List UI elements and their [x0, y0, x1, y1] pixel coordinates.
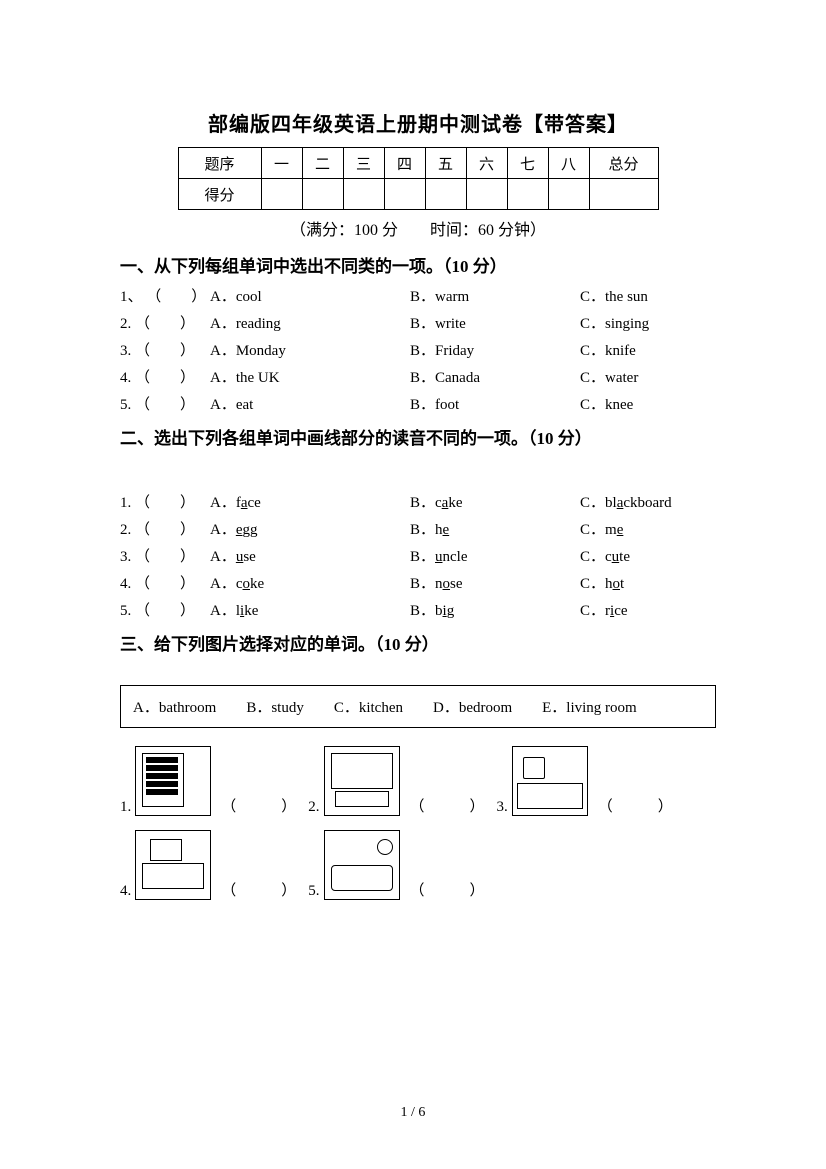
- room-thumb: [135, 746, 211, 816]
- page-footer: 1 / 6: [0, 1105, 826, 1121]
- question-row: 4. （ ）A．cokeB．noseC．hot: [120, 572, 716, 593]
- pic-item: 5.（ ）: [308, 830, 490, 900]
- answer-blank[interactable]: （ ）: [404, 879, 491, 900]
- pic-item: 4.（ ）: [120, 830, 302, 900]
- picture-questions: 1.（ ）2.（ ）3.（ ） 4.（ ）5.（ ）: [120, 746, 716, 900]
- question-row: 3. （ ）A．MondayB．FridayC．knife: [120, 339, 716, 360]
- score-cell[interactable]: [466, 179, 507, 210]
- score-h-5: 五: [425, 148, 466, 179]
- score-value-row: 得分: [178, 179, 658, 210]
- section-3-heading: 三、给下列图片选择对应的单词。（10 分）: [120, 630, 716, 655]
- exam-page: 部编版四年级英语上册期中测试卷【带答案】 题序 一 二 三 四 五 六 七 八 …: [0, 0, 826, 1169]
- answer-blank[interactable]: （ ）: [215, 795, 302, 816]
- answer-blank[interactable]: （ ）: [592, 795, 679, 816]
- question-row: 2. （ ）A．readingB．writeC．singing: [120, 312, 716, 333]
- word-bank: A．bathroom B．study C．kitchen D．bedroom E…: [120, 685, 716, 728]
- section-1-heading: 一、从下列每组单词中选出不同类的一项。（10 分）: [120, 252, 716, 277]
- pic-row-2: 4.（ ）5.（ ）: [120, 830, 716, 900]
- question-row: 3. （ ）A．useB．uncleC．cute: [120, 545, 716, 566]
- question-row: 4. （ ）A．the UKB．CanadaC．water: [120, 366, 716, 387]
- score-table: 题序 一 二 三 四 五 六 七 八 总分 得分: [178, 147, 659, 210]
- score-h-7: 七: [507, 148, 548, 179]
- room-thumb: [135, 830, 211, 900]
- score-cell[interactable]: [507, 179, 548, 210]
- section-2: 1. （ ）A．faceB．cakeC．blackboard 2. （ ）A．eg…: [120, 491, 716, 620]
- room-thumb: [324, 830, 400, 900]
- score-cell[interactable]: [343, 179, 384, 210]
- score-h-6: 六: [466, 148, 507, 179]
- score-v-label: 得分: [178, 179, 261, 210]
- page-title: 部编版四年级英语上册期中测试卷【带答案】: [120, 108, 716, 137]
- score-h-3: 三: [343, 148, 384, 179]
- exam-meta: （满分：100 分 时间：60 分钟）: [120, 216, 716, 240]
- question-row: 5. （ ）A．likeB．bigC．rice: [120, 599, 716, 620]
- score-cell[interactable]: [425, 179, 466, 210]
- score-cell[interactable]: [384, 179, 425, 210]
- pic-row-1: 1.（ ）2.（ ）3.（ ）: [120, 746, 716, 816]
- score-h-1: 一: [261, 148, 302, 179]
- score-h-total: 总分: [589, 148, 658, 179]
- score-cell[interactable]: [302, 179, 343, 210]
- score-header-row: 题序 一 二 三 四 五 六 七 八 总分: [178, 148, 658, 179]
- question-row: 2. （ ）A．eggB．heC．me: [120, 518, 716, 539]
- score-cell-total[interactable]: [589, 179, 658, 210]
- score-h-2: 二: [302, 148, 343, 179]
- answer-blank[interactable]: （ ）: [215, 879, 302, 900]
- pic-item: 3.（ ）: [497, 746, 679, 816]
- section-1: 1、 （ ）A．coolB．warmC．the sun 2. （ ）A．readi…: [120, 285, 716, 414]
- score-cell[interactable]: [548, 179, 589, 210]
- score-h-label: 题序: [178, 148, 261, 179]
- pic-item: 1.（ ）: [120, 746, 302, 816]
- question-row: 1、 （ ）A．coolB．warmC．the sun: [120, 285, 716, 306]
- pic-item: 2.（ ）: [308, 746, 490, 816]
- room-thumb: [512, 746, 588, 816]
- room-thumb: [324, 746, 400, 816]
- score-h-4: 四: [384, 148, 425, 179]
- score-h-8: 八: [548, 148, 589, 179]
- section-2-heading: 二、选出下列各组单词中画线部分的读音不同的一项。（10 分）: [120, 424, 716, 449]
- answer-blank[interactable]: （ ）: [404, 795, 491, 816]
- question-row: 1. （ ）A．faceB．cakeC．blackboard: [120, 491, 716, 512]
- question-row: 5. （ ）A．eatB．footC．knee: [120, 393, 716, 414]
- spacer: [120, 457, 716, 485]
- score-cell[interactable]: [261, 179, 302, 210]
